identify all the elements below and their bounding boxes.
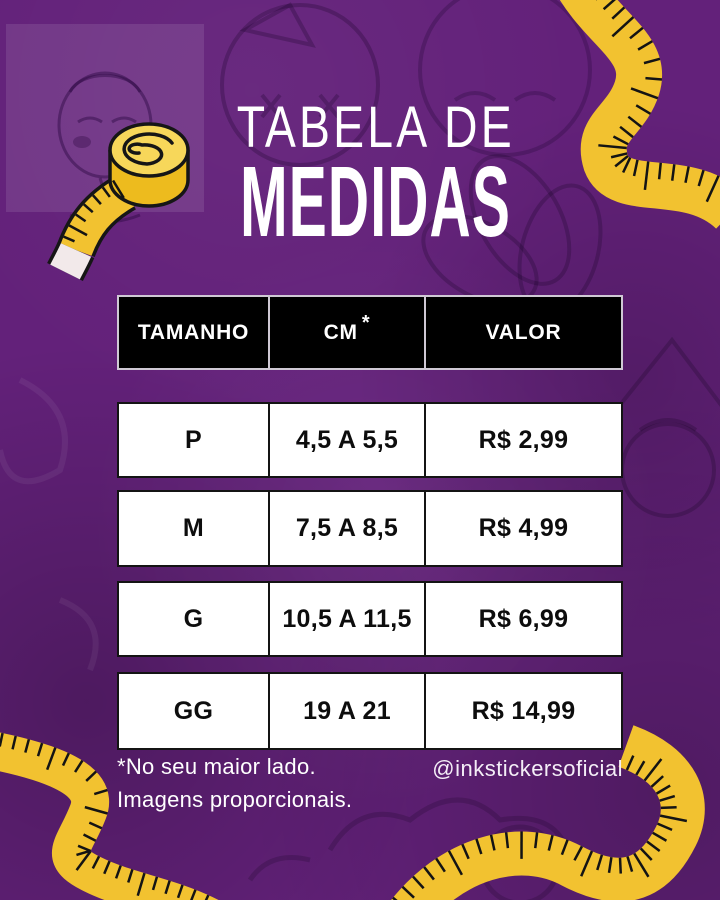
footnote-line1: *No seu maior lado. bbox=[117, 754, 316, 779]
table-row-p: P 4,5 A 5,5 R$ 2,99 bbox=[117, 402, 623, 478]
table-row-g: G 10,5 A 11,5 R$ 6,99 bbox=[117, 581, 623, 657]
size-cell: M bbox=[119, 492, 270, 565]
cm-footnote-asterisk: * bbox=[361, 312, 371, 334]
price-cell: R$ 14,99 bbox=[471, 696, 576, 725]
price-cell: R$ 6,99 bbox=[478, 604, 569, 633]
header-cell-tamanho: TAMANHO bbox=[119, 297, 270, 368]
header-cell-cm: CM * bbox=[270, 297, 426, 368]
title-line2: MEDIDAS bbox=[240, 146, 512, 258]
table-row-gg: GG 19 A 21 R$ 14,99 bbox=[117, 672, 623, 750]
table-header-row: TAMANHO CM * VALOR bbox=[117, 295, 623, 370]
header-cell-valor: VALOR bbox=[485, 320, 562, 344]
cm-cell: 19 A 21 bbox=[270, 674, 426, 748]
size-cell: G bbox=[119, 583, 270, 655]
footnote-line2: Imagens proporcionais. bbox=[117, 787, 353, 812]
social-handle: @inkstickersoficial bbox=[432, 756, 623, 781]
table-row-m: M 7,5 A 8,5 R$ 4,99 bbox=[117, 490, 623, 567]
cm-cell: 7,5 A 8,5 bbox=[270, 492, 426, 565]
size-cell: GG bbox=[119, 674, 270, 748]
cm-cell: 4,5 A 5,5 bbox=[270, 404, 426, 476]
size-cell: P bbox=[119, 404, 270, 476]
price-cell: R$ 4,99 bbox=[478, 514, 569, 542]
footnote: *No seu maior lado. Imagens proporcionai… bbox=[117, 750, 352, 816]
title-line1: TABELA DE bbox=[236, 95, 516, 160]
price-cell: R$ 2,99 bbox=[478, 425, 569, 454]
size-price-table: TAMANHO CM * VALOR P 4,5 A 5,5 R$ 2,99 M … bbox=[117, 295, 623, 750]
cm-cell: 10,5 A 11,5 bbox=[270, 583, 426, 655]
